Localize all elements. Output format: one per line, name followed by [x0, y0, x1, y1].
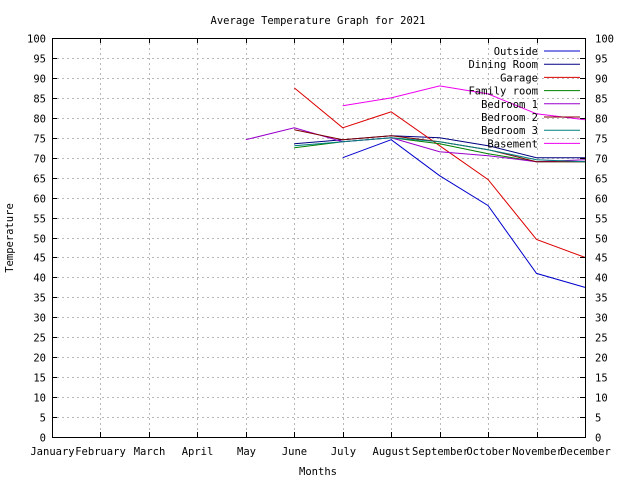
series-line: [294, 137, 586, 163]
y-tick-label-left: 5: [40, 413, 46, 425]
y-axis-label: Temperature: [4, 203, 16, 273]
y-tick-label-left: 80: [33, 114, 46, 126]
x-tick-label: July: [331, 446, 356, 458]
y-tick-label-left: 10: [33, 393, 46, 405]
y-tick-label-left: 70: [33, 154, 46, 166]
x-tick-label: October: [466, 446, 510, 458]
x-tick-label: April: [182, 446, 214, 458]
y-tick-label-left: 45: [33, 253, 46, 265]
legend-label: Outside: [494, 46, 538, 58]
chart-title: Average Temperature Graph for 2021: [211, 15, 426, 27]
x-tick-label: August: [373, 446, 411, 458]
y-tick-label-right: 50: [595, 234, 608, 246]
x-tick-label: June: [282, 446, 307, 458]
y-axis-left-ticks: 0 5 10 15 20 25 30 35 40 45 50 55 60 65 70 75 80 85 90 95 10…: [27, 34, 57, 445]
y-tick-label-right: 65: [595, 174, 608, 186]
y-tick-label-right: 30: [595, 313, 608, 325]
y-tick-label-right: 95: [595, 54, 608, 66]
y-tick-label-left: 65: [33, 174, 46, 186]
y-tick-label-right: 25: [595, 333, 608, 345]
series-lines: [245, 85, 586, 288]
series-line: [342, 139, 586, 288]
legend-label: Dining Room: [468, 59, 538, 71]
y-tick-label-left: 75: [33, 134, 46, 146]
y-tick-label-right: 80: [595, 114, 608, 126]
y-tick-label-left: 100: [27, 34, 46, 46]
y-tick-label-left: 35: [33, 293, 46, 305]
y-tick-label-right: 35: [595, 293, 608, 305]
x-tick-label: November: [512, 446, 563, 458]
legend-label: Bedroom 3: [481, 125, 538, 137]
y-tick-label-left: 25: [33, 333, 46, 345]
y-tick-label-left: 95: [33, 54, 46, 66]
legend-label: Garage: [500, 72, 538, 84]
x-tick-label: May: [237, 446, 256, 458]
y-tick-label-left: 0: [40, 433, 46, 445]
x-axis-ticks: January February March April May June July Augu…: [30, 38, 611, 458]
y-tick-label-left: 60: [33, 194, 46, 206]
legend-label: Family room: [468, 86, 538, 98]
y-axis-right-ticks: 0 5 10 15 20 25 30 35 40 45 50 55 60 65 70 75 80 85 90 95 10…: [580, 34, 614, 445]
y-tick-label-right: 55: [595, 214, 608, 226]
y-tick-label-right: 40: [595, 273, 608, 285]
x-tick-label: March: [134, 446, 166, 458]
y-tick-label-right: 20: [595, 353, 608, 365]
x-tick-label: February: [75, 446, 126, 458]
y-tick-label-right: 85: [595, 94, 608, 106]
y-tick-label-left: 55: [33, 214, 46, 226]
y-tick-label-right: 90: [595, 74, 608, 86]
series-line: [245, 127, 586, 163]
series-line: [342, 85, 586, 121]
y-tick-label-right: 75: [595, 134, 608, 146]
y-tick-label-right: 45: [595, 253, 608, 265]
y-tick-label-right: 100: [595, 34, 614, 46]
y-tick-label-left: 40: [33, 273, 46, 285]
x-tick-label: September: [412, 446, 469, 458]
series-line: [293, 87, 586, 258]
y-tick-label-right: 5: [595, 413, 601, 425]
x-tick-label: December: [560, 446, 611, 458]
y-tick-label-right: 15: [595, 373, 608, 385]
y-tick-label-left: 85: [33, 94, 46, 106]
x-axis-label: Months: [299, 466, 337, 478]
y-tick-label-right: 60: [595, 194, 608, 206]
legend-label: Basement: [487, 138, 538, 150]
y-tick-label-right: 0: [595, 433, 601, 445]
y-tick-label-left: 50: [33, 234, 46, 246]
y-tick-label-right: 10: [595, 393, 608, 405]
legend-label: Bedroom 1: [481, 99, 538, 111]
y-tick-label-left: 20: [33, 353, 46, 365]
y-tick-label-left: 15: [33, 373, 46, 385]
y-tick-label-left: 30: [33, 313, 46, 325]
x-tick-label: January: [30, 446, 74, 458]
y-tick-label-right: 70: [595, 154, 608, 166]
grid-lines: [52, 38, 585, 437]
y-tick-label-left: 90: [33, 74, 46, 86]
legend-label: Bedroom 2: [481, 112, 538, 124]
